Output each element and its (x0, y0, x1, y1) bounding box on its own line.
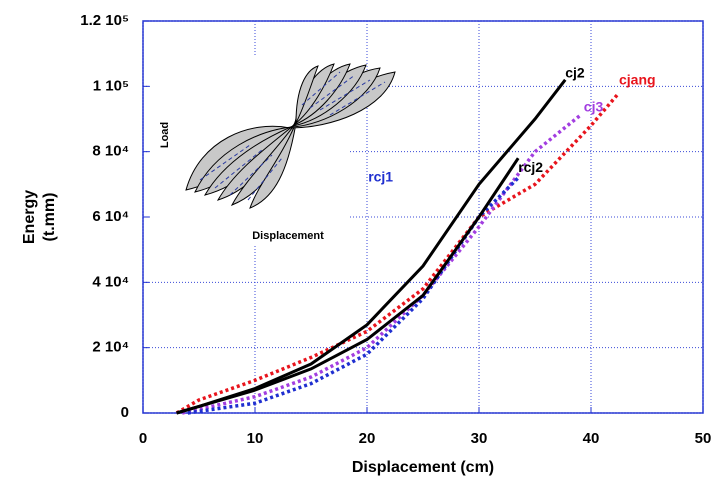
y-tick-label: 8 10⁴ (92, 143, 129, 160)
series-label: rcj2 (518, 159, 543, 175)
y-tick-label: 1.2 10⁵ (80, 12, 129, 29)
series-line (175, 91, 621, 415)
series-label: rcj1 (368, 169, 393, 185)
series-line (181, 114, 581, 415)
inset-x-label: Displacement (252, 230, 324, 242)
series-line (176, 78, 567, 415)
series-label: cjang (619, 72, 656, 88)
x-tick-label: 40 (583, 430, 600, 447)
x-tick-label: 30 (471, 430, 488, 447)
y-tick-label: 1 10⁵ (93, 77, 129, 94)
y-tick-label: 4 10⁴ (92, 273, 129, 290)
x-tick-label: 50 (695, 430, 712, 447)
x-tick-label: 10 (247, 430, 264, 447)
y-tick-label: 6 10⁴ (92, 208, 129, 225)
series-label: cj3 (584, 98, 604, 114)
x-tick-label: 20 (359, 430, 376, 447)
y-tick-label: 2 10⁴ (92, 339, 129, 356)
inset-y-label: Load (159, 122, 171, 148)
inset: Load Displacement (150, 55, 396, 245)
y-axis-label: (t.mm) (41, 193, 58, 242)
y-axis-label: Energy (21, 190, 38, 244)
y-tick-label: 0 (121, 404, 129, 421)
series-label: cj2 (565, 65, 585, 81)
x-axis-label: Displacement (cm) (352, 459, 494, 476)
x-tick-label: 0 (139, 430, 147, 447)
